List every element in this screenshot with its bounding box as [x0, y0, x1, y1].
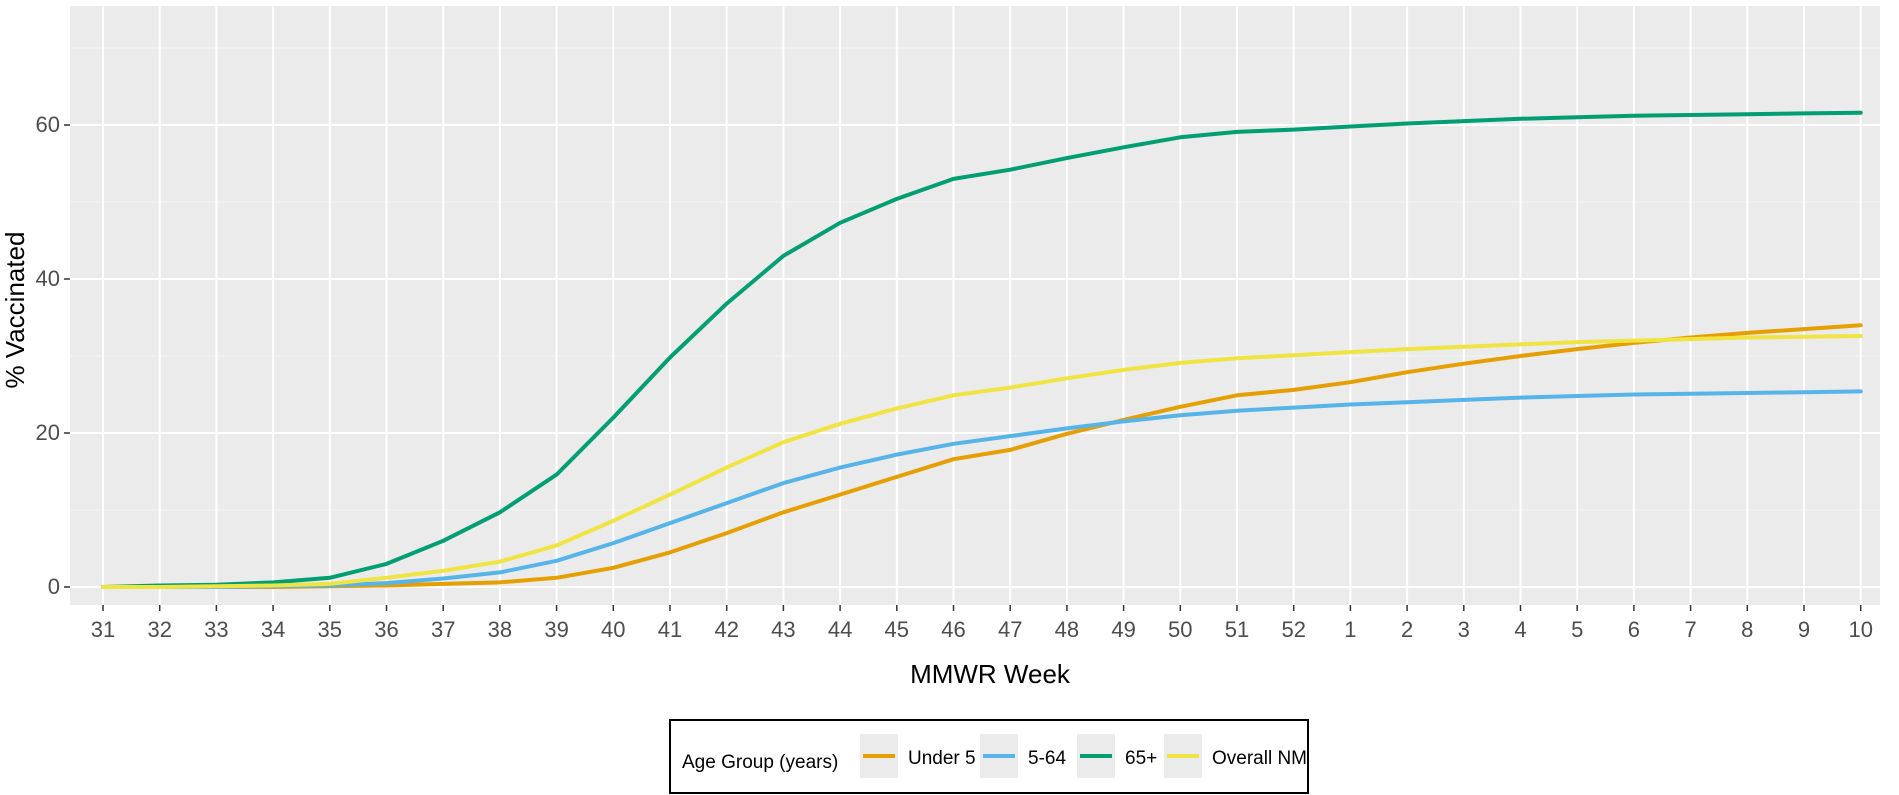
x-tick-label: 40	[601, 617, 625, 642]
x-axis: 31 32 33 34 35 36 37 38 39 40 41 42 43 44 45 46 47 48 49 50…	[91, 605, 1873, 642]
x-tick-label: 48	[1055, 617, 1079, 642]
legend-title: Age Group (years)	[682, 752, 838, 773]
series-line-overall-nm	[101, 334, 1863, 589]
x-tick-label: 10	[1848, 617, 1872, 642]
x-tick-label: 3	[1458, 617, 1470, 642]
x-tick-label: 6	[1628, 617, 1640, 642]
legend-items: Under 5 5-64 65+ Overall NM	[860, 734, 1307, 778]
x-tick-label: 9	[1798, 617, 1810, 642]
x-tick-label: 46	[941, 617, 965, 642]
series-line-65-	[101, 110, 1863, 589]
y-tick-label: 40	[36, 266, 60, 291]
x-tick-label: 49	[1111, 617, 1135, 642]
x-tick-label: 32	[147, 617, 171, 642]
x-tick-label: 47	[998, 617, 1022, 642]
y-tick-label: 20	[36, 420, 60, 445]
x-tick-label: 37	[431, 617, 455, 642]
legend: Age Group (years) Under 5 5-64 65+ Overall …	[669, 719, 1309, 794]
x-tick-label: 36	[374, 617, 398, 642]
x-tick-label: 39	[544, 617, 568, 642]
x-tick-label: 2	[1401, 617, 1413, 642]
y-axis: 0 20 40 60	[36, 112, 70, 599]
series-lines	[101, 110, 1863, 589]
x-tick-label: 35	[318, 617, 342, 642]
minor-gridlines	[70, 47, 1880, 511]
x-tick-label: 4	[1514, 617, 1526, 642]
plot-panel	[70, 6, 1880, 605]
x-tick-label: 43	[771, 617, 795, 642]
y-tick-label: 0	[48, 574, 60, 599]
x-tick-label: 33	[204, 617, 228, 642]
series-line-under-5	[101, 323, 1863, 589]
legend-label: Under 5	[908, 748, 976, 769]
x-tick-label: 7	[1684, 617, 1696, 642]
legend-label: Overall NM	[1212, 748, 1307, 769]
y-axis-title: % Vaccinated	[0, 231, 30, 388]
x-tick-label: 8	[1741, 617, 1753, 642]
x-tick-label: 52	[1281, 617, 1305, 642]
major-gridlines	[70, 6, 1880, 605]
x-axis-title: MMWR Week	[910, 659, 1071, 689]
series-line-5-64	[101, 389, 1863, 589]
x-tick-label: 5	[1571, 617, 1583, 642]
x-tick-label: 42	[714, 617, 738, 642]
legend-label: 65+	[1125, 748, 1157, 769]
x-tick-label: 34	[261, 617, 285, 642]
x-tick-label: 1	[1344, 617, 1356, 642]
y-tick-label: 60	[36, 112, 60, 137]
x-tick-label: 45	[885, 617, 909, 642]
x-tick-label: 38	[488, 617, 512, 642]
x-tick-label: 50	[1168, 617, 1192, 642]
legend-label: 5-64	[1028, 748, 1066, 769]
x-tick-label: 51	[1225, 617, 1249, 642]
x-tick-label: 31	[91, 617, 115, 642]
x-tick-label: 41	[658, 617, 682, 642]
x-tick-label: 44	[828, 617, 852, 642]
